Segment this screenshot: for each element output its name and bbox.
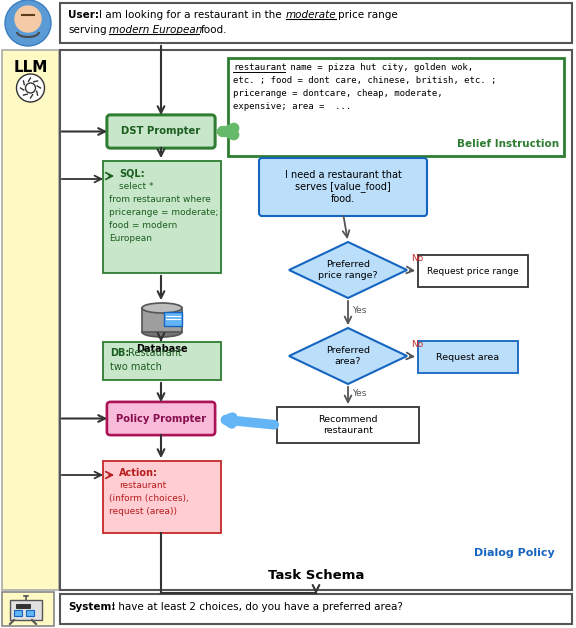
Bar bbox=[14, 610, 22, 616]
Bar bbox=[418, 341, 518, 373]
Bar bbox=[60, 50, 572, 590]
Text: modern European: modern European bbox=[109, 25, 202, 35]
Bar bbox=[418, 255, 528, 287]
Bar bbox=[60, 594, 572, 624]
Text: food.: food. bbox=[201, 25, 228, 35]
Text: Preferred
price range?: Preferred price range? bbox=[318, 260, 378, 279]
Bar bbox=[142, 308, 182, 332]
Text: request (area)): request (area)) bbox=[109, 507, 177, 516]
Text: restaurant: restaurant bbox=[119, 481, 166, 490]
Text: name = pizza hut city, golden wok,: name = pizza hut city, golden wok, bbox=[285, 63, 473, 72]
Text: Yes: Yes bbox=[352, 389, 366, 398]
Bar bbox=[277, 407, 419, 443]
Text: Preferred
area?: Preferred area? bbox=[326, 346, 370, 365]
Text: No: No bbox=[411, 340, 423, 349]
Ellipse shape bbox=[142, 327, 182, 337]
FancyBboxPatch shape bbox=[259, 158, 427, 216]
Text: etc. ; food = dont care, chinese, british, etc. ;: etc. ; food = dont care, chinese, britis… bbox=[233, 76, 497, 85]
Text: from restaurant where: from restaurant where bbox=[109, 195, 211, 204]
Bar bbox=[2, 50, 59, 590]
Text: Dialog Policy: Dialog Policy bbox=[474, 548, 555, 558]
Text: Request area: Request area bbox=[437, 352, 499, 362]
Bar bbox=[103, 161, 221, 273]
FancyBboxPatch shape bbox=[107, 115, 215, 148]
Text: Database: Database bbox=[136, 344, 188, 354]
Ellipse shape bbox=[142, 303, 182, 313]
Bar bbox=[60, 3, 572, 43]
Text: Action:: Action: bbox=[119, 468, 158, 478]
Circle shape bbox=[15, 6, 41, 32]
Text: two match: two match bbox=[110, 362, 162, 372]
Text: pricerange = moderate;: pricerange = moderate; bbox=[109, 208, 218, 217]
Text: expensive; area =  ...: expensive; area = ... bbox=[233, 102, 351, 111]
Text: I need a restaurant that
serves [value_food]
food.: I need a restaurant that serves [value_f… bbox=[285, 170, 401, 204]
Text: moderate: moderate bbox=[286, 10, 336, 20]
FancyBboxPatch shape bbox=[107, 402, 215, 435]
Text: System:: System: bbox=[68, 602, 116, 612]
Bar bbox=[16, 604, 30, 608]
Text: SQL:: SQL: bbox=[119, 169, 145, 179]
Bar bbox=[103, 342, 221, 380]
Text: Task Schema: Task Schema bbox=[268, 569, 364, 582]
Text: I am looking for a restaurant in the: I am looking for a restaurant in the bbox=[99, 10, 282, 20]
Bar bbox=[164, 312, 182, 326]
Text: serving: serving bbox=[68, 25, 107, 35]
Bar bbox=[10, 600, 42, 620]
Text: I have at least 2 choices, do you have a preferred area?: I have at least 2 choices, do you have a… bbox=[112, 602, 403, 612]
Bar bbox=[26, 610, 34, 616]
Text: Policy Prompter: Policy Prompter bbox=[116, 413, 206, 423]
Text: Recommend
restaurant: Recommend restaurant bbox=[319, 415, 378, 435]
Text: DST Prompter: DST Prompter bbox=[122, 126, 200, 136]
FancyBboxPatch shape bbox=[107, 115, 215, 148]
Circle shape bbox=[17, 74, 44, 102]
Bar bbox=[228, 58, 564, 156]
Text: Restaurant: Restaurant bbox=[128, 348, 182, 358]
Circle shape bbox=[25, 83, 36, 93]
Text: Policy Prompter: Policy Prompter bbox=[116, 413, 206, 423]
Text: restaurant: restaurant bbox=[233, 63, 287, 72]
Text: DST Prompter: DST Prompter bbox=[122, 126, 200, 136]
Text: pricerange = dontcare, cheap, moderate,: pricerange = dontcare, cheap, moderate, bbox=[233, 89, 442, 98]
Text: User:: User: bbox=[68, 10, 99, 20]
Text: food = modern: food = modern bbox=[109, 221, 177, 230]
Text: Yes: Yes bbox=[352, 306, 366, 315]
FancyBboxPatch shape bbox=[107, 402, 215, 435]
Text: Belief Instruction: Belief Instruction bbox=[457, 139, 559, 149]
Text: price range: price range bbox=[338, 10, 398, 20]
Text: (inform (choices),: (inform (choices), bbox=[109, 494, 189, 503]
Bar bbox=[103, 461, 221, 533]
Bar bbox=[2, 592, 54, 626]
Polygon shape bbox=[289, 328, 407, 384]
Circle shape bbox=[5, 0, 51, 46]
Text: European: European bbox=[109, 234, 152, 243]
Text: select *: select * bbox=[119, 182, 153, 191]
Text: No: No bbox=[411, 254, 423, 263]
Polygon shape bbox=[289, 242, 407, 298]
Text: LLM: LLM bbox=[13, 60, 48, 75]
Text: DB:: DB: bbox=[110, 348, 130, 358]
Text: Request price range: Request price range bbox=[427, 266, 519, 276]
